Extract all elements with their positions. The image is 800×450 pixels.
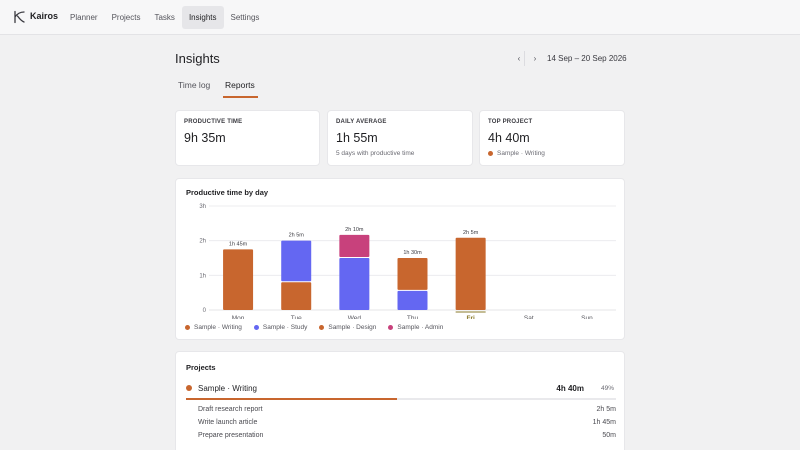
app-name: Kairos bbox=[30, 11, 59, 21]
nav-insights[interactable]: Insights bbox=[181, 6, 224, 29]
task-name: Prepare presentation bbox=[198, 432, 264, 439]
chart-legend: Sample · Writing Sample · Study Sample · D… bbox=[185, 324, 455, 331]
tab-reports[interactable]: Reports bbox=[225, 80, 255, 90]
bar-total-label: 2h 5m bbox=[463, 230, 479, 236]
stat-label: DAILY AVERAGE bbox=[336, 119, 387, 125]
y-tick-label: 1h bbox=[199, 273, 206, 279]
stat-value: 4h 40m bbox=[488, 131, 530, 145]
chart-card: Productive time by day 0 1h 2h 3h 1h 45m Mon 1… bbox=[175, 178, 625, 340]
legend-label: Sample · Study bbox=[262, 324, 308, 331]
bar-segment bbox=[455, 237, 486, 310]
bar-segment bbox=[397, 290, 428, 310]
stat-card-top-project: TOP PROJECT 4h 40m Sample · Writing bbox=[479, 110, 625, 166]
project-time: 4h 40m bbox=[556, 384, 584, 393]
stat-subtitle: 5 days with productive time bbox=[336, 150, 415, 157]
legend-color-dot bbox=[319, 325, 325, 330]
legend-item: Sample · Study bbox=[253, 324, 308, 331]
projects-title: Projects bbox=[186, 363, 216, 372]
y-tick-label: 0 bbox=[203, 308, 207, 314]
bar-total-label: 1h 30m bbox=[403, 250, 422, 256]
task-name: Draft research report bbox=[198, 406, 263, 413]
chart-title: Productive time by day bbox=[186, 188, 269, 197]
x-tick-day: Thu bbox=[407, 315, 419, 319]
legend-label: Sample · Design bbox=[328, 324, 377, 331]
chevron-right-icon[interactable]: › bbox=[533, 54, 537, 63]
stat-label: PRODUCTIVE TIME bbox=[184, 119, 243, 125]
top-navigation-bar: Kairos Planner Projects Tasks Insights S… bbox=[0, 0, 800, 35]
top-project-name: Sample · Writing bbox=[497, 150, 545, 157]
legend-item: Sample · Admin bbox=[388, 324, 443, 331]
bar-total-label: 1h 45m bbox=[229, 241, 248, 247]
task-time: 1h 45m bbox=[592, 419, 616, 426]
nav-planner[interactable]: Planner bbox=[70, 13, 98, 22]
stat-label: TOP PROJECT bbox=[488, 119, 533, 125]
nav-tasks[interactable]: Tasks bbox=[154, 13, 175, 22]
project-color-dot bbox=[488, 151, 493, 156]
page-title: Insights bbox=[175, 51, 220, 66]
bar-segment bbox=[223, 249, 254, 310]
nav-projects[interactable]: Projects bbox=[111, 13, 141, 22]
x-tick-day: Fri bbox=[466, 315, 475, 319]
task-row[interactable]: Draft research report 2h 5m bbox=[198, 406, 616, 413]
bar-segment bbox=[281, 282, 312, 310]
legend-label: Sample · Writing bbox=[194, 324, 242, 331]
date-range-label: 14 Sep – 20 Sep 2026 bbox=[547, 54, 627, 63]
main-nav: Planner Projects Tasks Insights Settings bbox=[63, 6, 266, 29]
stat-subtitle: Sample · Writing bbox=[488, 150, 545, 157]
bar-segment bbox=[339, 234, 370, 257]
bar-total-label: 2h 10m bbox=[345, 227, 364, 233]
chevron-left-icon[interactable]: ‹ bbox=[517, 54, 521, 63]
stat-value: 1h 55m bbox=[336, 131, 378, 145]
y-tick-label: 3h bbox=[199, 204, 206, 210]
bar-segment bbox=[397, 258, 428, 290]
x-tick-day: Tue bbox=[291, 315, 302, 319]
nav-settings[interactable]: Settings bbox=[230, 13, 260, 22]
task-time: 2h 5m bbox=[596, 406, 616, 413]
projects-card: Projects Sample · Writing 4h 40m 49% Dra… bbox=[175, 351, 625, 450]
project-progress-fill bbox=[186, 398, 397, 400]
bar-total-label: 2h 5m bbox=[289, 233, 305, 239]
y-tick-label: 2h bbox=[199, 239, 206, 245]
project-name: Sample · Writing bbox=[198, 384, 257, 393]
stat-card-daily-average: DAILY AVERAGE 1h 55m 5 days with product… bbox=[327, 110, 473, 166]
legend-color-dot bbox=[185, 325, 190, 330]
stat-card-productive-time: PRODUCTIVE TIME 9h 35m bbox=[175, 110, 320, 166]
task-name: Write launch article bbox=[198, 419, 258, 426]
stat-value: 9h 35m bbox=[184, 131, 226, 145]
legend-color-dot bbox=[388, 325, 394, 330]
tab-time-log[interactable]: Time log bbox=[178, 80, 211, 90]
active-tab-indicator bbox=[223, 96, 258, 98]
kairos-logo-icon bbox=[14, 10, 25, 24]
legend-item: Sample · Design bbox=[319, 324, 376, 331]
range-divider bbox=[524, 51, 525, 66]
task-row[interactable]: Prepare presentation 50m bbox=[198, 432, 616, 439]
legend-item: Sample · Writing bbox=[185, 324, 242, 331]
project-percent: 49% bbox=[600, 385, 614, 392]
legend-color-dot bbox=[253, 325, 259, 330]
task-time: 50m bbox=[602, 432, 616, 439]
bar-segment bbox=[339, 258, 370, 310]
x-tick-day: Sun bbox=[581, 315, 593, 319]
task-row[interactable]: Write launch article 1h 45m bbox=[198, 419, 616, 426]
x-tick-day: Wed bbox=[348, 315, 362, 319]
x-tick-day: Mon bbox=[232, 315, 245, 319]
legend-label: Sample · Admin bbox=[397, 324, 444, 331]
bar-segment bbox=[281, 240, 312, 282]
x-tick-day: Sat bbox=[524, 315, 534, 319]
project-progress-track bbox=[186, 398, 616, 400]
project-color-dot bbox=[186, 385, 192, 391]
